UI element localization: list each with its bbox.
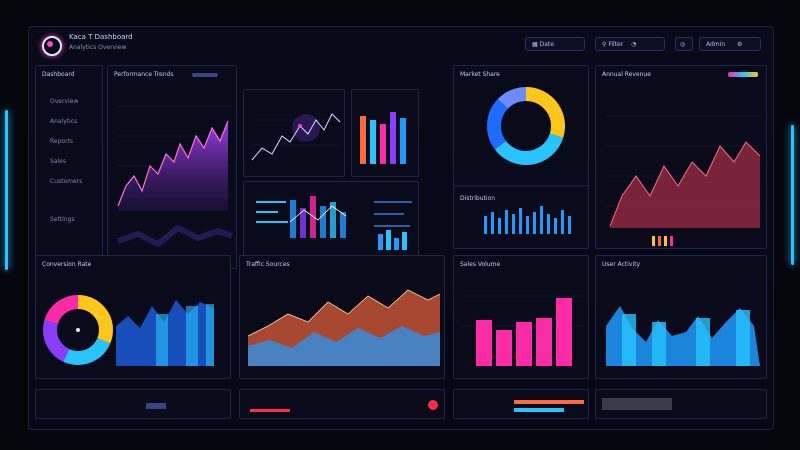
panel-monthly-growth [243, 89, 345, 177]
footer-strip-3 [453, 389, 589, 419]
app-title: Kaca T Dashboard [69, 33, 133, 41]
sidebar-item-sales[interactable]: Sales [50, 158, 66, 165]
panel-title: Performance Trends [114, 71, 174, 78]
panel-title: Market Share [460, 71, 500, 78]
panel-title: User Activity [602, 261, 641, 268]
sidebar-item-customers[interactable]: Customers [50, 178, 83, 185]
notification-button[interactable]: ◎ [675, 37, 693, 51]
sidebar-item-reports[interactable]: Reports [50, 138, 74, 145]
traffic-area-chart [247, 289, 441, 366]
filter-button[interactable]: ⚲ Filter ◔ [595, 37, 665, 51]
logo-icon [42, 36, 62, 56]
sidebar: Dashboard Overview Analytics Reports Sal… [35, 65, 103, 269]
legend-strip [728, 72, 758, 77]
footer-strip-4 [595, 389, 767, 419]
panel-title: Traffic Sources [246, 261, 290, 268]
panel-toggle[interactable] [192, 73, 218, 77]
left-accent-bar [5, 110, 8, 270]
alert-icon[interactable] [428, 400, 438, 410]
conversion-chart [43, 295, 214, 366]
sidebar-title: Dashboard [42, 71, 75, 78]
panel-title: Sales Volume [460, 261, 501, 268]
panel-traffic: Traffic Sources [239, 255, 445, 379]
dashboard-frame: Kaca T Dashboard Analytics Overview ▦ Da… [28, 26, 774, 430]
progress-bar-orange [514, 400, 584, 404]
progress-bar-red [250, 409, 290, 412]
settings-icon: ⚙ [737, 41, 743, 48]
panel-combined [243, 181, 419, 269]
sidebar-item-analytics[interactable]: Analytics [50, 118, 78, 125]
growth-line-chart [250, 113, 341, 161]
market-share-donut: Distribution [454, 87, 590, 234]
panel-annual-revenue: Annual Revenue [595, 65, 767, 249]
progress-bar-grey [602, 398, 672, 410]
filter-icon: ⚲ [602, 41, 609, 48]
calendar-icon: ▦ [532, 41, 540, 48]
bell-icon: ◔ [631, 41, 637, 48]
bell-icon: ◎ [680, 41, 686, 48]
panel-title: Conversion Rate [42, 261, 92, 268]
date-button[interactable]: ▦ Date [525, 37, 585, 51]
panel-title: Distribution [460, 195, 495, 202]
panel-performance: Performance Trends [107, 65, 237, 269]
magenta-bar-chart [462, 295, 584, 366]
app-subtitle: Analytics Overview [69, 44, 127, 51]
panel-sales-volume: Sales Volume [453, 255, 589, 379]
panel-conversion: Conversion Rate [35, 255, 231, 379]
purple-area-chart [116, 105, 234, 248]
progress-bar-cyan [514, 408, 564, 412]
panel-user-activity: User Activity [595, 255, 767, 379]
panel-revenue-bars [351, 89, 419, 177]
sidebar-item-settings[interactable]: Settings [50, 216, 75, 223]
panel-title: Annual Revenue [602, 71, 651, 78]
sidebar-item-overview[interactable]: Overview [50, 98, 79, 105]
panel-market-share: Market Share Distribution [453, 65, 590, 249]
glow-bar-chart [360, 112, 406, 164]
header: Kaca T Dashboard Analytics Overview ▦ Da… [29, 27, 773, 61]
maroon-area-chart [606, 115, 762, 246]
blue-area-chart [606, 306, 760, 366]
combined-bar-chart [256, 196, 412, 250]
right-accent-bar [791, 125, 794, 265]
user-menu-button[interactable]: Admin ⚙ [699, 37, 761, 51]
footer-strip-1 [35, 389, 231, 419]
footer-strip-2 [239, 389, 445, 419]
